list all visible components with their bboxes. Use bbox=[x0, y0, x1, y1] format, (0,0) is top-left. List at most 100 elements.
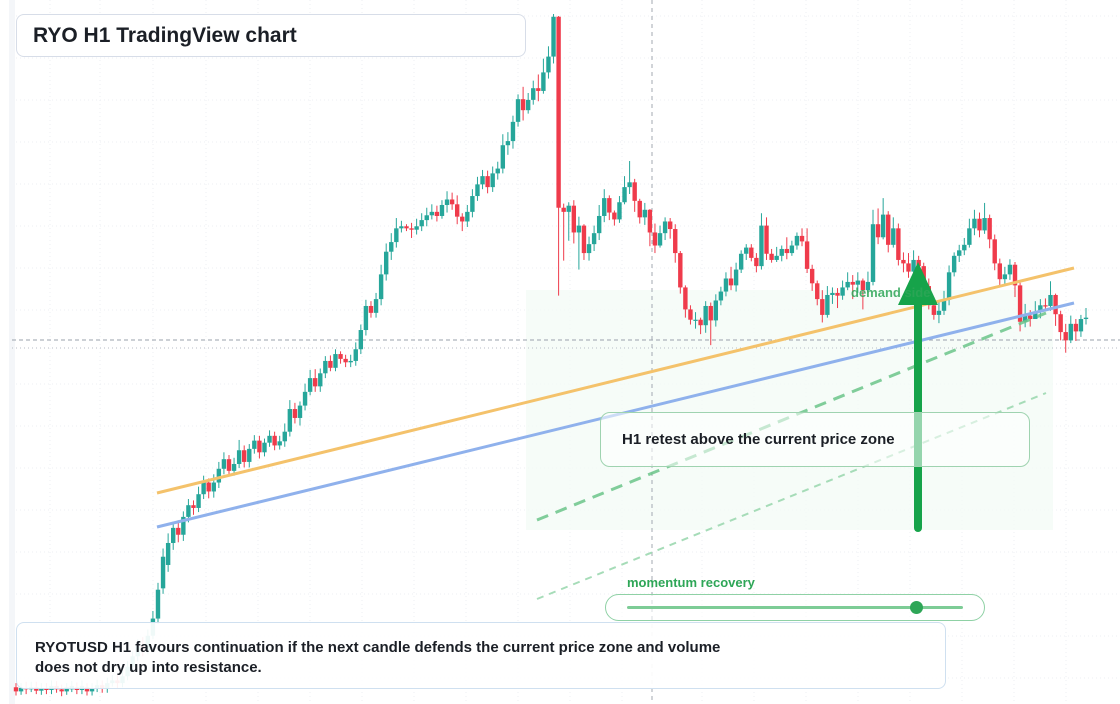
candle bbox=[1007, 259, 1013, 280]
candle-body bbox=[520, 99, 526, 111]
candle-body bbox=[323, 360, 328, 374]
candle bbox=[627, 161, 632, 194]
candle-body bbox=[556, 16, 561, 208]
candle-body bbox=[500, 145, 506, 169]
candle-body bbox=[1033, 311, 1038, 320]
candle bbox=[723, 272, 729, 297]
candle-body bbox=[460, 216, 465, 222]
candle-body bbox=[424, 215, 429, 221]
candle-body bbox=[759, 225, 764, 267]
candle bbox=[607, 195, 612, 221]
candle bbox=[318, 368, 323, 392]
candle bbox=[155, 582, 161, 625]
candle-body bbox=[348, 360, 353, 363]
candle-body bbox=[297, 405, 303, 418]
candle-body bbox=[257, 440, 262, 453]
candle bbox=[323, 356, 328, 379]
candle bbox=[1053, 293, 1058, 326]
candle-body bbox=[211, 482, 216, 492]
chart-grid bbox=[12, 0, 1120, 704]
candle-body bbox=[353, 349, 358, 361]
candle bbox=[373, 292, 379, 318]
candle bbox=[262, 438, 267, 457]
candle-body bbox=[718, 291, 724, 301]
candle bbox=[662, 217, 668, 241]
candle-body bbox=[987, 218, 992, 240]
candle bbox=[343, 354, 348, 368]
candle-body bbox=[865, 281, 871, 291]
candle bbox=[216, 461, 222, 489]
candle bbox=[637, 198, 642, 224]
candle-body bbox=[561, 207, 566, 212]
candle-body bbox=[419, 220, 424, 227]
candle bbox=[875, 208, 881, 245]
candle-body bbox=[754, 257, 759, 267]
candle bbox=[302, 383, 308, 411]
candle bbox=[531, 80, 536, 105]
candle bbox=[733, 262, 739, 292]
candle bbox=[835, 288, 840, 309]
candle bbox=[1033, 301, 1038, 320]
candle bbox=[176, 520, 181, 543]
candle bbox=[738, 250, 744, 273]
candle-body bbox=[444, 199, 450, 205]
candle bbox=[1048, 281, 1053, 311]
candle bbox=[825, 286, 830, 318]
candle-body bbox=[678, 253, 683, 288]
candle-body bbox=[186, 505, 191, 517]
candle-body bbox=[171, 527, 176, 543]
candle bbox=[368, 301, 374, 318]
candle-body bbox=[1017, 285, 1023, 322]
momentum-slider[interactable] bbox=[605, 594, 985, 621]
candle bbox=[475, 176, 480, 201]
candle-body bbox=[972, 218, 977, 229]
candle-body bbox=[485, 176, 490, 188]
momentum-knob[interactable] bbox=[909, 601, 923, 614]
candle bbox=[632, 178, 637, 212]
candle bbox=[470, 189, 475, 218]
candle bbox=[551, 14, 556, 64]
candle-body bbox=[247, 448, 252, 462]
candle-body bbox=[475, 184, 480, 197]
candle-body bbox=[328, 360, 333, 368]
retest-callout-text: H1 retest above the current price zone bbox=[622, 431, 895, 448]
candle-body bbox=[399, 226, 404, 229]
candle-body bbox=[581, 225, 587, 254]
candle bbox=[992, 234, 997, 271]
candle-body bbox=[916, 259, 921, 267]
candle bbox=[678, 251, 683, 294]
candle bbox=[510, 115, 516, 149]
candle-body bbox=[936, 310, 942, 315]
candle-body bbox=[875, 224, 881, 238]
candle-body bbox=[627, 182, 632, 188]
candle-body bbox=[774, 255, 779, 260]
candle bbox=[160, 548, 166, 594]
candle-body bbox=[318, 373, 323, 387]
candle bbox=[247, 444, 252, 468]
candle-body bbox=[784, 248, 790, 254]
candle bbox=[936, 301, 942, 324]
candle bbox=[566, 202, 571, 241]
candle-body bbox=[723, 278, 729, 292]
candle bbox=[698, 317, 703, 335]
candle-body bbox=[901, 259, 906, 264]
candle-body bbox=[698, 319, 703, 326]
candle-body bbox=[277, 441, 282, 446]
candle bbox=[865, 271, 871, 293]
candle-body bbox=[515, 99, 521, 122]
candle-body bbox=[825, 294, 830, 315]
candle bbox=[657, 225, 663, 248]
candle-body bbox=[551, 16, 556, 57]
candle bbox=[267, 430, 272, 447]
candle-body bbox=[292, 409, 298, 418]
candle bbox=[171, 521, 176, 550]
candle-body bbox=[221, 459, 227, 469]
candle-body bbox=[302, 391, 308, 406]
candle bbox=[363, 299, 369, 336]
candle-body bbox=[394, 228, 399, 243]
analysis-note-text: RYOTUSD H1 favours continuation if the n… bbox=[35, 639, 721, 676]
candle-body bbox=[191, 505, 196, 508]
candle bbox=[353, 342, 358, 366]
candle bbox=[794, 232, 800, 250]
